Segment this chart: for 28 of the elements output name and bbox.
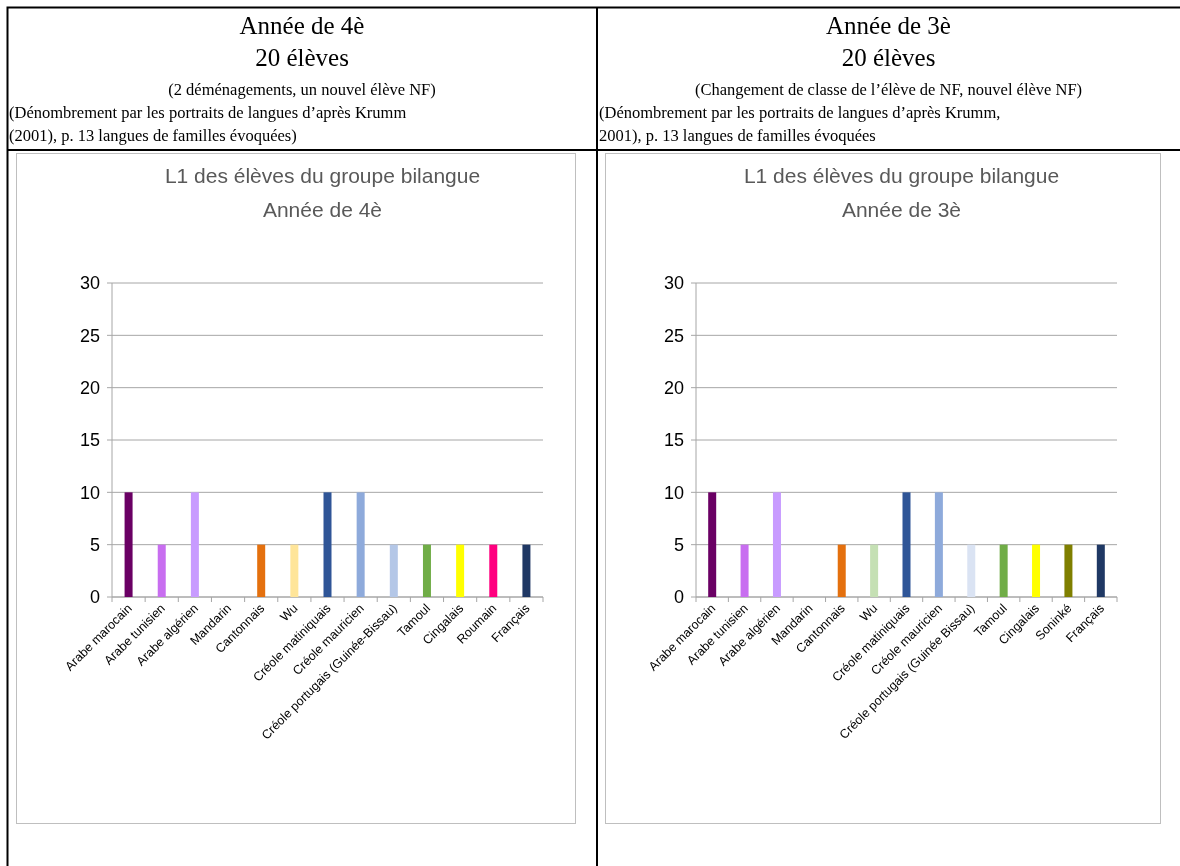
text: Année de 3è [826, 12, 951, 39]
y-tick-label: 30 [79, 273, 100, 294]
y-tick-label: 10 [79, 482, 100, 503]
text: 20 élèves [841, 44, 936, 71]
text: 20 élèves [255, 44, 349, 71]
text: (2 déménagements, un nouvel élève NF) [168, 80, 436, 99]
y-tick-label: 0 [673, 587, 684, 608]
y-tick-label: 10 [663, 482, 684, 503]
text: 2001), p. 13 langues de familles évoquées [599, 126, 876, 145]
chart-title: L1 des élèves du groupe bilangue [743, 164, 1060, 187]
y-tick-label: 5 [673, 534, 684, 555]
text: (2001), p. 13 langues de familles évoquées) [9, 126, 297, 145]
y-tick-label: 20 [79, 377, 100, 398]
y-tick-label: 30 [663, 273, 684, 294]
y-tick-label: 25 [79, 325, 100, 346]
y-tick-label: 15 [663, 430, 684, 451]
text: Année de 4è [239, 12, 365, 39]
y-tick-label: 20 [663, 377, 684, 398]
y-tick-label: 5 [89, 534, 100, 555]
chart-title: L1 des élèves du groupe bilangue [164, 164, 481, 187]
y-tick-label: 0 [89, 587, 100, 608]
text: (Dénombrement par les portraits de langues d’après Krumm [9, 103, 407, 122]
y-tick-label: 25 [663, 325, 684, 346]
chart-subtitle: Année de 3è [841, 198, 962, 221]
text: (Changement de classe de l’élève de NF, nouvel élève NF) [694, 80, 1083, 99]
y-tick-label: 15 [79, 430, 100, 451]
chart-subtitle: Année de 4è [262, 198, 383, 221]
text: (Dénombrement par les portraits de langues d’après Krumm, [599, 103, 1001, 122]
